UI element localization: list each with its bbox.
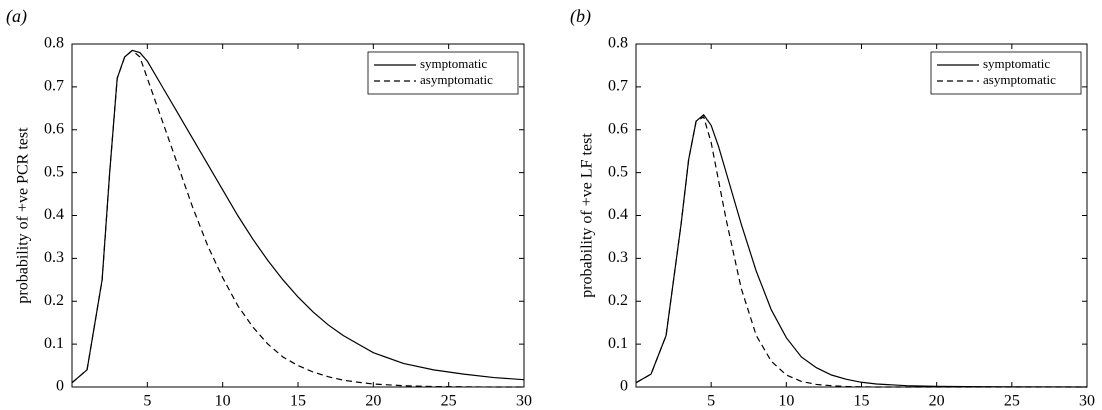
x-tick-label: 20 [365, 393, 381, 410]
x-tick-label: 20 [929, 393, 945, 410]
y-tick-label: 0.8 [44, 35, 64, 52]
x-tick-label: 5 [707, 393, 715, 410]
panel-label: (b) [570, 6, 591, 27]
y-tick-label: 0.6 [44, 120, 64, 137]
y-tick-label: 0.2 [608, 292, 628, 309]
y-axis-label: probability of +ve PCR test [15, 127, 32, 304]
x-tick-label: 5 [143, 393, 151, 410]
legend-box [930, 51, 1082, 95]
legend-label: symptomatic [420, 56, 487, 71]
legend-label: asymptomatic [420, 72, 493, 87]
y-tick-label: 0.8 [608, 35, 628, 52]
x-tick-label: 25 [441, 393, 457, 410]
legend-label: symptomatic [983, 56, 1050, 71]
legend-label: asymptomatic [983, 72, 1056, 87]
y-tick-label: 0.6 [608, 120, 628, 137]
y-tick-label: 0.4 [608, 206, 628, 223]
legend-box [367, 51, 519, 95]
data-line [71, 49, 525, 384]
y-tick-label: 0.7 [44, 78, 64, 95]
x-tick-label: 30 [516, 393, 532, 410]
y-tick-label: 0.3 [44, 249, 64, 266]
x-tick-label: 10 [778, 393, 794, 410]
y-tick-label: 0.3 [608, 249, 628, 266]
data-line [635, 115, 1087, 388]
y-axis-label: probability of +ve LF test [579, 133, 596, 298]
x-tick-label: 15 [290, 393, 306, 410]
plot-frame [71, 43, 525, 388]
y-tick-label: 0.1 [44, 335, 64, 352]
y-tick-label: 0 [620, 378, 628, 395]
y-tick-label: 0.4 [44, 206, 64, 223]
data-line [635, 113, 1088, 388]
x-tick-label: 25 [1004, 393, 1020, 410]
x-tick-label: 30 [1079, 393, 1095, 410]
y-tick-label: 0.5 [44, 163, 64, 180]
y-tick-label: 0.1 [608, 335, 628, 352]
y-tick-label: 0.7 [608, 78, 628, 95]
y-tick-label: 0.5 [608, 163, 628, 180]
y-tick-label: 0 [56, 378, 64, 395]
x-tick-label: 10 [215, 393, 231, 410]
panel-label: (a) [6, 6, 27, 27]
data-line [71, 49, 524, 388]
y-tick-label: 0.2 [44, 292, 64, 309]
x-tick-label: 15 [854, 393, 870, 410]
plot-frame [635, 43, 1088, 388]
